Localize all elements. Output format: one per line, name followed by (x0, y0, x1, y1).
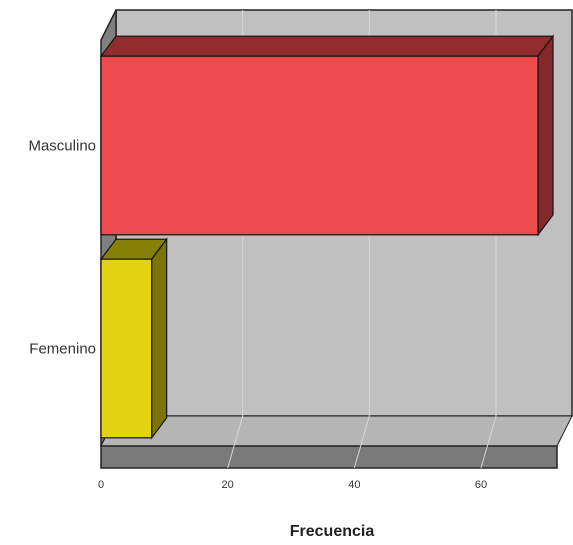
x-axis-title: Frecuencia (290, 523, 375, 540)
category-label: Masculino (28, 138, 96, 155)
bar-masculino (99, 34, 555, 237)
bar-front (100, 258, 153, 439)
floor-top (100, 415, 573, 447)
x-axis-ticks: 0 20 40 60 (98, 479, 487, 491)
x-tick-label: 60 (475, 479, 487, 491)
bar-side (151, 237, 168, 440)
chart-bars (99, 34, 555, 440)
floor-front (100, 445, 558, 469)
bar-top (99, 35, 555, 57)
bar-side (537, 34, 554, 237)
gridline-floor (227, 415, 244, 469)
gridline-floor (480, 415, 497, 469)
y-axis-categories: Masculino Femenino (28, 138, 96, 358)
category-label: Femenino (29, 341, 96, 358)
bar-femenino (99, 237, 168, 440)
bar-front (100, 55, 539, 236)
x-tick-label: 20 (222, 479, 234, 491)
x-tick-label: 0 (98, 479, 104, 491)
gridline-floor (353, 415, 370, 469)
x-tick-label: 40 (348, 479, 360, 491)
